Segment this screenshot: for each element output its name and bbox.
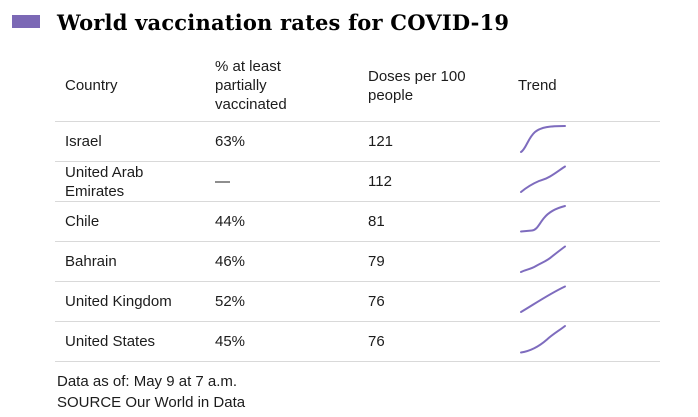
trend-sparkline <box>520 285 566 313</box>
table-row-uae: United Arab Emirates — 112 <box>55 162 660 202</box>
pct-vaccinated-cell: 44% <box>215 213 246 230</box>
column-header-pct-vaccinated: % at least partially vaccinated <box>215 58 287 113</box>
table-row-united-states: United States 45% 76 <box>55 322 660 362</box>
trend-sparkline <box>520 125 566 153</box>
pct-vaccinated-cell: — <box>215 173 230 190</box>
pct-vaccinated-cell: 46% <box>215 253 246 270</box>
trend-cell <box>508 122 660 161</box>
source-note: SOURCE Our World in Data <box>57 394 246 411</box>
vaccination-table: Country % at least partially vaccinated … <box>55 52 660 362</box>
page-title: World vaccination rates for COVID-19 <box>57 10 510 35</box>
trend-sparkline <box>520 245 566 273</box>
trend-cell <box>508 202 660 241</box>
trend-cell <box>508 282 660 321</box>
trend-sparkline <box>520 325 566 354</box>
table-row-israel: Israel 63% 121 <box>55 122 660 162</box>
pct-vaccinated-cell: 52% <box>215 293 246 310</box>
trend-cell <box>508 162 660 201</box>
footer: Data as of: May 9 at 7 a.m. SOURCE Our W… <box>57 371 698 413</box>
pct-vaccinated-cell: 63% <box>215 133 246 150</box>
country-cell: Chile <box>65 213 100 230</box>
doses-cell: 121 <box>368 133 394 150</box>
trend-cell <box>508 242 660 281</box>
country-cell: United States <box>65 333 156 350</box>
doses-cell: 81 <box>368 213 385 230</box>
data-as-of-note: Data as of: May 9 at 7 a.m. <box>57 373 238 390</box>
doses-cell: 76 <box>368 293 385 310</box>
doses-cell: 112 <box>368 173 392 190</box>
table-row-united-kingdom: United Kingdom 52% 76 <box>55 282 660 322</box>
table-header-row: Country % at least partially vaccinated … <box>55 52 660 122</box>
trend-sparkline <box>520 205 566 233</box>
country-cell: United Arab Emirates <box>65 163 144 200</box>
country-cell: Bahrain <box>65 253 117 270</box>
column-header-trend: Trend <box>518 77 557 94</box>
pct-vaccinated-cell: 45% <box>215 333 246 350</box>
doses-cell: 76 <box>368 333 385 350</box>
column-header-doses-per-100: Doses per 100 people <box>368 67 466 104</box>
column-header-country: Country <box>65 77 118 94</box>
trend-cell <box>508 322 660 361</box>
country-cell: United Kingdom <box>65 293 172 310</box>
table-row-bahrain: Bahrain 46% 79 <box>55 242 660 282</box>
title-row: World vaccination rates for COVID-19 <box>0 0 698 36</box>
doses-cell: 79 <box>368 253 385 270</box>
country-cell: Israel <box>65 133 102 150</box>
title-accent-swatch <box>12 15 40 28</box>
trend-sparkline <box>520 165 566 193</box>
table-row-chile: Chile 44% 81 <box>55 202 660 242</box>
